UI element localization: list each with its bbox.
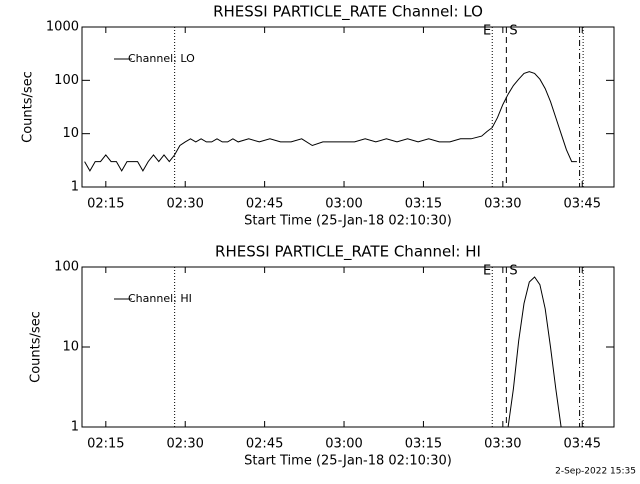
x-tick-label: 02:15 (87, 197, 124, 212)
x-tick-label: 03:15 (405, 437, 442, 452)
plot-frame (81, 26, 615, 188)
y-tick-label: 10 (62, 340, 79, 355)
marker-label: E (483, 264, 491, 279)
y-tick-label: 1 (71, 420, 79, 435)
x-tick-label: 03:30 (484, 197, 521, 212)
chart-title: RHESSI PARTICLE_RATE Channel: LO (213, 3, 483, 22)
x-tick-label: 03:30 (484, 437, 521, 452)
data-line (84, 71, 577, 172)
y-tick-label: 1000 (46, 20, 79, 35)
y-tick-label: 100 (54, 260, 79, 275)
footer: 2-Sep-2022 15:35 (555, 467, 636, 477)
y-tick-label: 100 (54, 73, 79, 88)
x-tick-label: 03:45 (564, 197, 601, 212)
data-line (507, 276, 562, 427)
x-tick-label: 02:45 (246, 437, 283, 452)
x-tick-label: 03:45 (564, 437, 601, 452)
x-tick-label: 03:00 (325, 197, 362, 212)
x-tick-label: 03:00 (325, 437, 362, 452)
x-tick-label: 02:30 (166, 437, 203, 452)
x-tick-label: 02:45 (246, 197, 283, 212)
y-axis-label: Counts/sec (21, 71, 36, 143)
y-tick-label: 10 (62, 126, 79, 141)
x-tick-label: 02:30 (166, 197, 203, 212)
y-axis-label: Counts/sec (29, 311, 44, 383)
marker-label: S (509, 24, 517, 39)
chart-title: RHESSI PARTICLE_RATE Channel: HI (215, 243, 481, 262)
legend-label: Channel: HI (128, 292, 192, 305)
x-tick-label: 03:15 (405, 197, 442, 212)
x-axis-label: Start Time (25-Jan-18 02:10:30) (244, 214, 452, 229)
marker-label: E (483, 24, 491, 39)
x-tick-label: 02:15 (87, 437, 124, 452)
x-axis-label: Start Time (25-Jan-18 02:10:30) (244, 454, 452, 469)
y-tick-label: 1 (71, 180, 79, 195)
marker-label: S (509, 264, 517, 279)
legend-label: Channel: LO (128, 52, 195, 65)
